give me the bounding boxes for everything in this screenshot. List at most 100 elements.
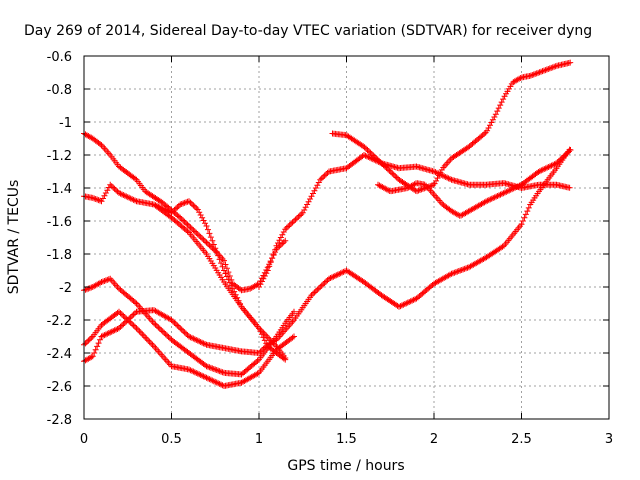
data-point <box>184 228 191 235</box>
data-point <box>210 365 217 372</box>
data-point <box>215 252 222 259</box>
data-point <box>263 270 270 277</box>
data-point <box>543 66 550 73</box>
data-point <box>186 366 192 373</box>
data-point <box>318 175 325 182</box>
data-point <box>130 322 137 329</box>
data-point <box>258 278 265 285</box>
data-point <box>397 303 404 310</box>
data-point <box>175 213 182 220</box>
x-tick-label: 1.5 <box>336 432 357 447</box>
data-point <box>127 314 134 321</box>
data-point <box>447 176 454 183</box>
data-point <box>497 191 504 198</box>
data-point <box>155 203 162 210</box>
data-point <box>536 69 543 76</box>
data-point <box>204 363 211 370</box>
data-point <box>206 364 213 371</box>
data-point <box>336 270 343 277</box>
data-point <box>168 209 175 216</box>
data-point <box>564 149 571 156</box>
data-point <box>254 357 261 364</box>
data-point <box>180 328 187 334</box>
data-point <box>124 317 131 323</box>
data-point <box>333 272 340 279</box>
data-point <box>180 217 187 224</box>
data-point <box>174 204 181 211</box>
data-point <box>199 372 206 379</box>
data-point <box>130 196 137 203</box>
data-point <box>209 377 216 384</box>
data-point <box>99 332 106 339</box>
data-point <box>97 336 104 343</box>
data-point <box>181 218 188 225</box>
data-point <box>207 376 214 383</box>
data-point <box>277 234 284 241</box>
data-point <box>493 193 500 200</box>
data-point <box>86 336 93 343</box>
data-point <box>384 166 391 173</box>
data-point <box>485 197 492 204</box>
data-point <box>191 336 198 343</box>
data-point <box>549 64 556 71</box>
data-point <box>542 165 549 172</box>
data-point <box>509 186 516 193</box>
data-point <box>187 199 194 206</box>
data-point <box>99 278 106 285</box>
data-point <box>178 216 185 223</box>
y-tick-label: -2.6 <box>47 380 72 395</box>
data-point <box>261 344 268 351</box>
data-point <box>194 231 201 238</box>
data-point <box>162 331 169 338</box>
data-point <box>200 340 207 347</box>
grid <box>84 56 609 419</box>
data-point <box>130 311 137 318</box>
data-point <box>110 184 117 191</box>
data-point <box>535 69 542 76</box>
data-point <box>207 364 214 371</box>
data-point <box>123 315 130 322</box>
data-point <box>124 194 131 201</box>
data-point <box>365 148 372 155</box>
data-point <box>153 202 160 209</box>
data-point <box>184 221 191 228</box>
data-point <box>367 149 374 156</box>
data-point <box>121 319 128 326</box>
data-point <box>202 374 209 381</box>
data-point <box>548 64 555 71</box>
data-point <box>183 330 190 337</box>
data-point <box>172 321 179 328</box>
data-point <box>101 277 108 284</box>
data-point <box>91 195 98 202</box>
data-point <box>498 190 505 197</box>
data-point <box>94 343 101 350</box>
data-point <box>223 273 230 280</box>
data-point <box>448 270 455 277</box>
data-point <box>484 127 491 134</box>
data-point <box>258 347 265 354</box>
data-point <box>193 229 200 236</box>
data-point <box>519 218 526 225</box>
data-point <box>172 205 179 212</box>
data-point <box>398 302 405 309</box>
data-point <box>317 176 324 183</box>
data-point <box>215 367 222 374</box>
data-point <box>212 378 219 385</box>
data-point <box>186 333 192 340</box>
data-point <box>486 122 493 129</box>
data-point <box>567 59 574 66</box>
data-point <box>289 219 296 226</box>
data-point <box>374 156 381 163</box>
data-point <box>158 327 165 334</box>
data-point <box>111 185 118 192</box>
data-point <box>98 333 105 340</box>
data-point <box>101 192 108 199</box>
data-point <box>558 155 565 162</box>
data-point <box>200 217 207 224</box>
data-point <box>151 320 157 327</box>
data-point <box>392 173 399 180</box>
data-point <box>159 328 166 335</box>
data-point <box>435 172 442 179</box>
data-point <box>449 270 456 277</box>
data-point <box>216 256 223 263</box>
